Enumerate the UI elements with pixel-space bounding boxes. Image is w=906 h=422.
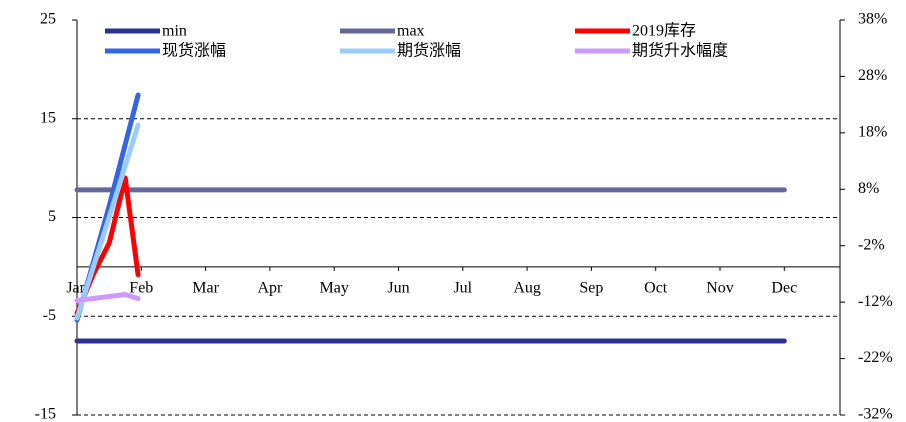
legend-label: 期货升水幅度: [632, 42, 728, 60]
x-tick-label: May: [320, 280, 349, 297]
y2-tick-label: 18%: [858, 124, 887, 141]
series-line: [74, 292, 141, 303]
legend-label: 期货涨幅: [397, 42, 461, 60]
x-tick-label: Apr: [257, 280, 283, 297]
series-line: [74, 122, 141, 321]
legend-label: 2019库存: [632, 22, 696, 40]
x-tick-label: Jun: [387, 280, 409, 297]
x-tick-label: Dec: [771, 280, 797, 297]
legend-label: max: [397, 23, 425, 40]
y2-tick-label: -22%: [858, 349, 893, 366]
y2-tick-label: 38%: [858, 11, 887, 28]
y2-tick-label: -12%: [858, 293, 893, 310]
y-tick-label: -5: [43, 307, 56, 324]
x-tick-label: Aug: [513, 280, 541, 297]
x-tick-label: Sep: [579, 280, 603, 297]
y2-tick-label: -2%: [858, 236, 885, 253]
x-tick-label: Feb: [129, 280, 153, 297]
y2-tick-label: 28%: [858, 67, 887, 84]
x-tick-label: Oct: [644, 280, 668, 297]
x-tick-label: Mar: [192, 280, 219, 297]
y-tick-label: 15: [40, 109, 56, 126]
y-tick-label: 25: [40, 11, 56, 28]
y-tick-label: -15: [35, 406, 56, 422]
x-tick-label: Nov: [706, 280, 734, 297]
y-tick-label: 5: [48, 208, 56, 225]
legend-label: 现货涨幅: [162, 42, 226, 60]
y2-tick-label: -32%: [858, 406, 893, 422]
y2-tick-label: 8%: [858, 180, 879, 197]
legend-label: min: [162, 23, 187, 40]
x-tick-label: Jul: [453, 280, 472, 297]
